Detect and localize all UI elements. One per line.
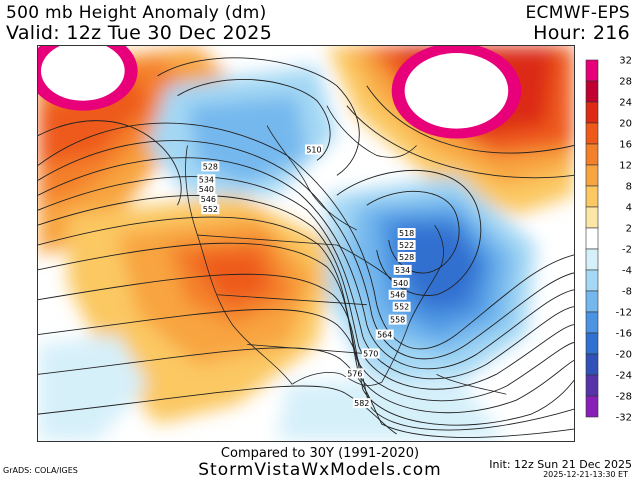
colorbar-label: 28: [619, 77, 632, 88]
svg-text:510: 510: [306, 145, 321, 154]
contour-label-528-west: 528: [201, 161, 220, 171]
colorbar-label: 4: [626, 203, 632, 214]
svg-text:528: 528: [399, 253, 414, 262]
contour-label-540-west: 540: [197, 184, 216, 194]
colorbar-swatch: [585, 206, 599, 229]
model-name: ECMWF-EPS: [525, 3, 630, 23]
contour-label-582: 582: [352, 398, 371, 408]
colorbar-swatch: [585, 164, 599, 187]
site-name: StormVistaWxModels.com: [198, 460, 442, 480]
svg-text:552: 552: [394, 303, 409, 312]
colorbar-swatch: [585, 353, 599, 376]
colorbar-swatch: [585, 374, 599, 397]
colorbar-label: 20: [619, 119, 632, 130]
colorbar-swatch: [585, 248, 599, 271]
colorbar-label: -12: [616, 308, 632, 319]
colorbar-swatch: [585, 332, 599, 355]
colorbar-swatch: [585, 395, 599, 418]
colorbar-label: -4: [622, 266, 632, 277]
climatology-note: Compared to 30Y (1991-2020): [220, 446, 420, 461]
colorbar-label: 16: [619, 140, 632, 151]
svg-text:582: 582: [354, 399, 369, 408]
svg-text:546: 546: [390, 291, 405, 300]
contour-label-558: 558: [388, 314, 407, 325]
colorbar-swatch: [585, 143, 599, 166]
svg-text:534: 534: [395, 266, 410, 275]
init-time: Init: 12z Sun 21 Dec 2025: [489, 458, 632, 471]
contour-label-528-east: 528: [397, 251, 416, 262]
colorbar: 32 28 24 20 16 12 8 4 2 -2 -4 -8 -12 -16 -20 -24 -28 -32: [585, 56, 632, 424]
contour-label-570: 570: [361, 348, 380, 358]
colorbar-label: -32: [616, 413, 632, 424]
colorbar-label: -2: [622, 245, 632, 256]
map-title: 500 mb Height Anomaly (dm): [6, 3, 267, 23]
svg-text:570: 570: [363, 349, 378, 358]
colorbar-swatch: [585, 269, 599, 292]
colorbar-swatch: [585, 59, 599, 82]
contour-label-534-east: 534: [393, 264, 412, 275]
colorbar-swatch: [585, 290, 599, 313]
colorbar-label: 2: [626, 224, 632, 235]
colorbar-label: 8: [626, 182, 632, 193]
contour-label-552-west: 552: [201, 204, 220, 214]
contour-label-522: 522: [397, 240, 416, 250]
svg-text:534: 534: [199, 175, 214, 184]
svg-text:576: 576: [347, 369, 362, 378]
svg-text:564: 564: [377, 331, 392, 340]
grads-credit: GrADS: COLA/IGES: [3, 466, 78, 475]
svg-text:546: 546: [201, 195, 216, 204]
colorbar-label: -28: [616, 392, 632, 403]
colorbar-swatch: [585, 227, 599, 250]
colorbar-swatch: [585, 80, 599, 103]
colorbar-label: 12: [619, 161, 632, 172]
contour-label-546-east: 546: [388, 289, 407, 300]
contour-label-534-west: 534: [197, 174, 216, 184]
colorbar-swatch: [585, 311, 599, 334]
colorbar-label: 32: [619, 56, 632, 67]
colorbar-swatch: [585, 185, 599, 208]
valid-time: Valid: 12z Tue 30 Dec 2025: [6, 22, 273, 44]
contour-label-552-east: 552: [392, 301, 411, 312]
svg-text:528: 528: [203, 162, 218, 171]
colorbar-label: 24: [619, 98, 632, 109]
colorbar-swatch: [585, 122, 599, 145]
svg-text:540: 540: [199, 185, 214, 194]
svg-text:522: 522: [399, 241, 414, 250]
contour-label-510: 510: [305, 144, 323, 154]
colorbar-label: -20: [616, 350, 632, 361]
svg-text:518: 518: [399, 229, 414, 238]
colorbar-label: -24: [616, 371, 632, 382]
svg-text:552: 552: [203, 205, 218, 214]
svg-text:540: 540: [393, 279, 408, 288]
contour-label-564: 564: [375, 329, 394, 340]
generated-timestamp: 2025-12-21-13:30 ET: [543, 470, 628, 479]
anomaly-map: 510 528 534 540 546 552 518 522 528 534 …: [37, 45, 575, 442]
colorbar-label: -8: [622, 287, 632, 298]
contour-label-518: 518: [397, 228, 416, 238]
forecast-hour: Hour: 216: [533, 22, 630, 44]
contour-label-540-east: 540: [391, 277, 410, 288]
svg-text:558: 558: [390, 316, 405, 325]
contour-label-546-west: 546: [199, 194, 218, 204]
colorbar-label: -16: [616, 329, 632, 340]
contour-label-576: 576: [345, 368, 364, 378]
colorbar-swatch: [585, 101, 599, 124]
